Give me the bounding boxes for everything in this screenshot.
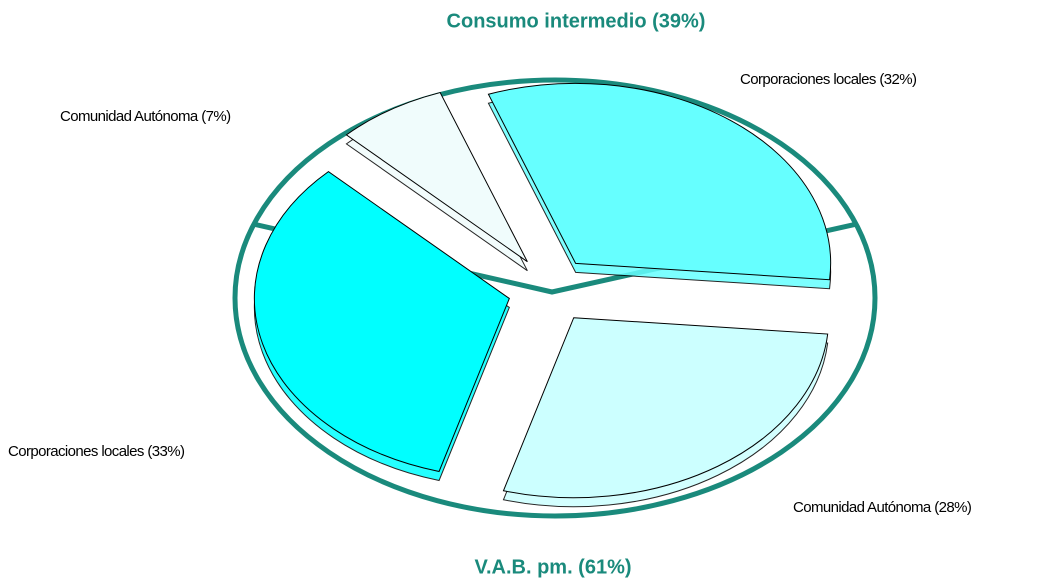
group-ellipse: [232, 77, 878, 519]
slice: [345, 91, 528, 263]
group-label: Consumo intermedio (39%): [447, 10, 706, 32]
slice-label: Corporaciones locales (32%): [740, 71, 917, 88]
slice-label: Corporaciones locales (33%): [8, 443, 185, 460]
slice: [253, 171, 510, 473]
group-label: V.A.B. pm. (61%): [474, 556, 631, 578]
slice: [487, 82, 832, 281]
slice-label: Comunidad Autónoma (28%): [793, 499, 972, 516]
slice: [502, 317, 829, 499]
slice-label: Comunidad Autónoma (7%): [60, 108, 231, 125]
